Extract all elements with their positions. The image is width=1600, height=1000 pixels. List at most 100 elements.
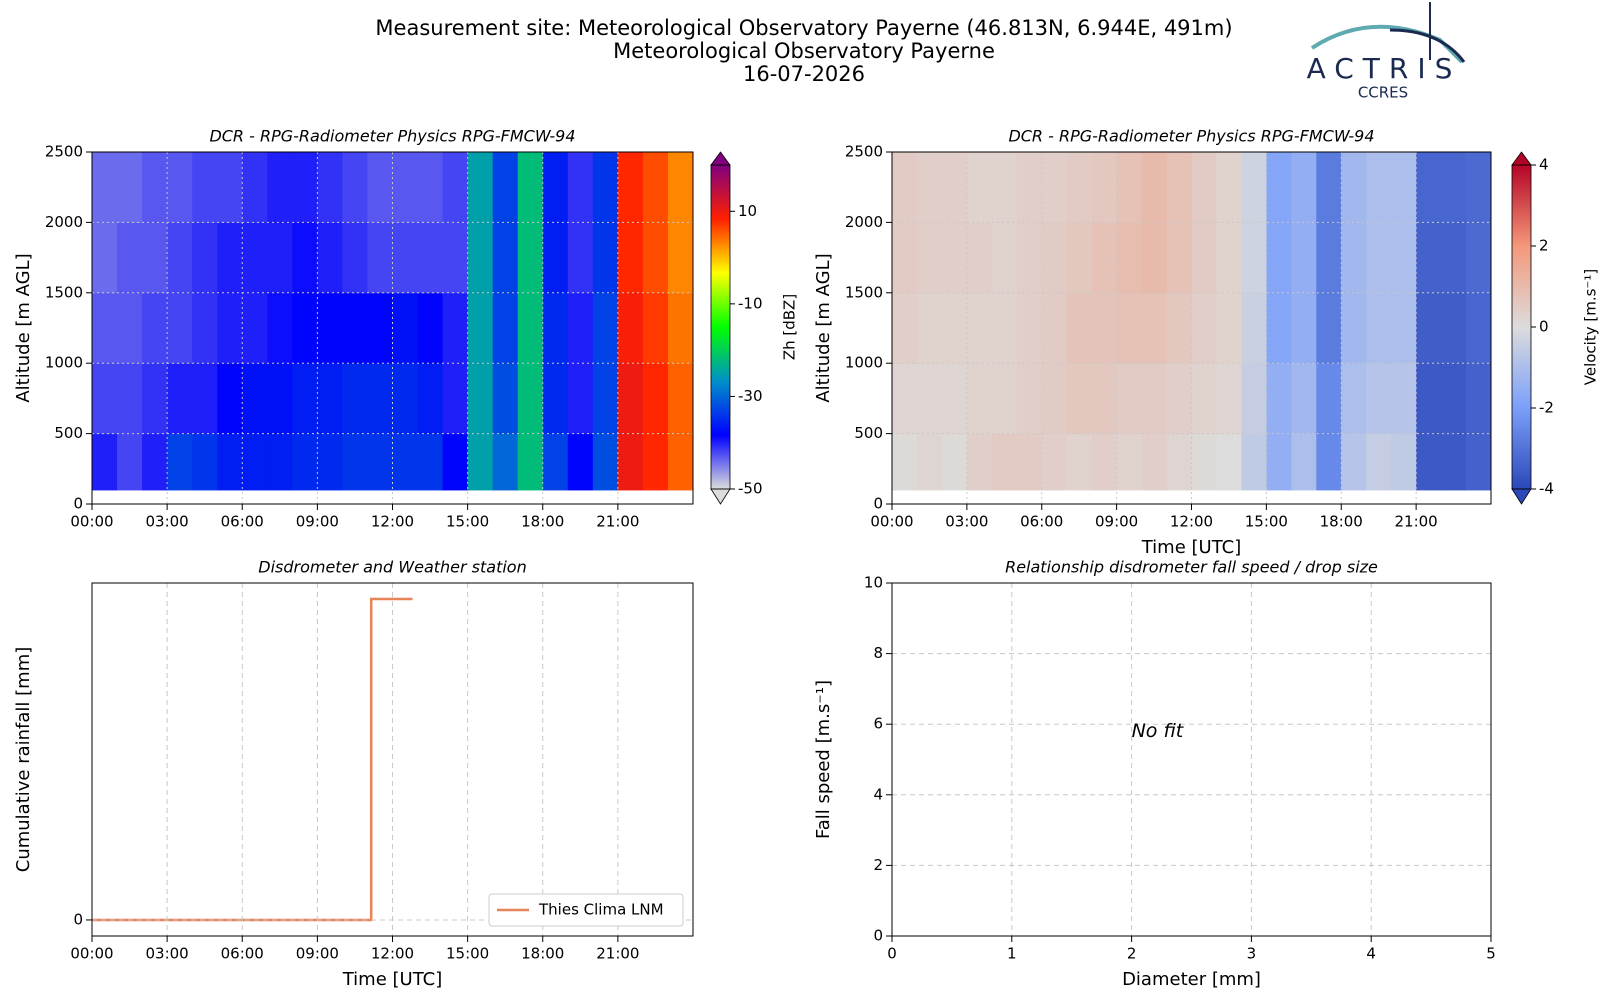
heatmap-cell xyxy=(392,292,419,364)
heatmap-cell xyxy=(667,152,694,223)
heatmap-cell xyxy=(1241,152,1267,223)
heatmap-cell xyxy=(1016,152,1043,223)
heatmap-cell xyxy=(991,152,1018,223)
heatmap-cell xyxy=(142,292,168,364)
heatmap-cell xyxy=(267,292,293,364)
heatmap-cell xyxy=(1341,152,1367,223)
heatmap-cell xyxy=(667,222,694,294)
heatmap-cell xyxy=(1466,363,1492,435)
heatmap-cell xyxy=(242,363,268,435)
heatmap-cell xyxy=(517,222,544,294)
heatmap-cell xyxy=(92,292,118,364)
heatmap-cell xyxy=(567,152,594,223)
heatmap-cell xyxy=(892,292,918,364)
heatmap-cell xyxy=(1391,363,1417,435)
heatmap-cell xyxy=(1066,152,1093,223)
heatmap-cell xyxy=(1266,363,1292,435)
header-title: Meteorological Observatory Payerne xyxy=(613,39,995,63)
heatmap-cell xyxy=(217,152,243,223)
heatmap-cell xyxy=(117,433,143,491)
heatmap-cell xyxy=(1116,433,1143,491)
heatmap-cell xyxy=(367,292,393,364)
x-tick-label: 3 xyxy=(1247,945,1257,963)
heatmap-cell xyxy=(167,292,193,364)
heatmap-cell xyxy=(367,152,393,223)
colorbar-frame xyxy=(710,164,731,490)
plot-content xyxy=(892,152,1492,491)
heatmap-cell xyxy=(317,152,343,223)
heatmap-cell xyxy=(292,222,318,294)
heatmap-cell xyxy=(916,433,943,491)
header-title: Measurement site: Meteorological Observa… xyxy=(375,16,1232,40)
heatmap-cell xyxy=(1391,152,1417,223)
heatmap-cell xyxy=(267,363,293,435)
heatmap-cell xyxy=(417,433,444,491)
heatmap-cell xyxy=(1466,222,1492,294)
annotation: No fit xyxy=(1132,720,1185,742)
heatmap-cell xyxy=(1316,433,1342,491)
panel: Disdrometer and Weather station Time [UTC… xyxy=(13,558,694,990)
heatmap-cell xyxy=(1216,363,1242,435)
heatmap-cell xyxy=(342,222,368,294)
heatmap-cell xyxy=(317,363,343,435)
heatmap-cell xyxy=(592,152,619,223)
heatmap-cell xyxy=(667,363,694,435)
heatmap-cell xyxy=(1391,222,1417,294)
heatmap-cell xyxy=(1041,433,1068,491)
panel: DCR - RPG-Radiometer Physics RPG-FMCW-94… xyxy=(813,127,1600,559)
x-tick-label: 15:00 xyxy=(1245,513,1288,531)
heatmap-cell xyxy=(167,222,193,294)
panel: Relationship disdrometer fall speed / dr… xyxy=(813,558,1496,991)
heatmap-cell xyxy=(417,152,444,223)
heatmap-cell xyxy=(1316,152,1342,223)
legend-label: Thies Clima LNM xyxy=(538,901,664,919)
y-tick-label: 0 xyxy=(73,910,83,928)
heatmap-cell xyxy=(1141,292,1168,364)
heatmap-cell xyxy=(1166,152,1192,223)
heatmap-cell xyxy=(1216,222,1242,294)
heatmap-cell xyxy=(1416,222,1442,294)
panel-title: DCR - RPG-Radiometer Physics RPG-FMCW-94 xyxy=(209,127,575,146)
x-tick-label: 18:00 xyxy=(521,513,564,531)
heatmap-cell xyxy=(1041,152,1068,223)
heatmap-cell xyxy=(892,222,918,294)
heatmap-cell xyxy=(1416,433,1442,491)
plot-frame xyxy=(91,582,694,937)
heatmap-cell xyxy=(142,433,168,491)
heatmap-cell xyxy=(92,152,118,223)
x-axis-label: Diameter [mm] xyxy=(1122,969,1261,990)
heatmap-cell xyxy=(117,222,143,294)
heatmap-cell xyxy=(991,363,1018,435)
header: Measurement site: Meteorological Observa… xyxy=(375,16,1232,86)
heatmap-cell xyxy=(417,222,444,294)
heatmap-cell xyxy=(1066,222,1093,294)
plot-area xyxy=(892,583,1491,936)
heatmap-cell xyxy=(1116,292,1143,364)
y-tick-label: 10 xyxy=(864,574,883,592)
heatmap-cell xyxy=(1166,363,1192,435)
heatmap-cell xyxy=(966,433,993,491)
y-tick-label: 1000 xyxy=(45,354,83,372)
heatmap-cell xyxy=(192,222,218,294)
heatmap-cell xyxy=(617,433,644,491)
heatmap-cell xyxy=(392,433,419,491)
heatmap-cell xyxy=(292,292,318,364)
colorbar xyxy=(1512,165,1531,489)
logo-arc xyxy=(1389,28,1466,63)
heatmap-cell xyxy=(1091,152,1118,223)
colorbar-tick-label: 2 xyxy=(1539,237,1549,255)
heatmap-cell xyxy=(367,433,393,491)
heatmap-cell xyxy=(467,433,494,491)
y-axis-label: Altitude [m AGL] xyxy=(813,253,834,402)
heatmap-cell xyxy=(92,222,118,294)
y-tick-label: 0 xyxy=(73,495,83,513)
colorbar-extend xyxy=(710,151,731,166)
heatmap-cell xyxy=(317,292,343,364)
heatmap-cell xyxy=(1291,433,1317,491)
plot-frame xyxy=(91,151,694,505)
heatmap-cell xyxy=(1091,363,1118,435)
heatmap-cell xyxy=(367,222,393,294)
heatmap-cell xyxy=(342,363,368,435)
heatmap-cell xyxy=(342,292,368,364)
heatmap-cell xyxy=(1041,292,1068,364)
